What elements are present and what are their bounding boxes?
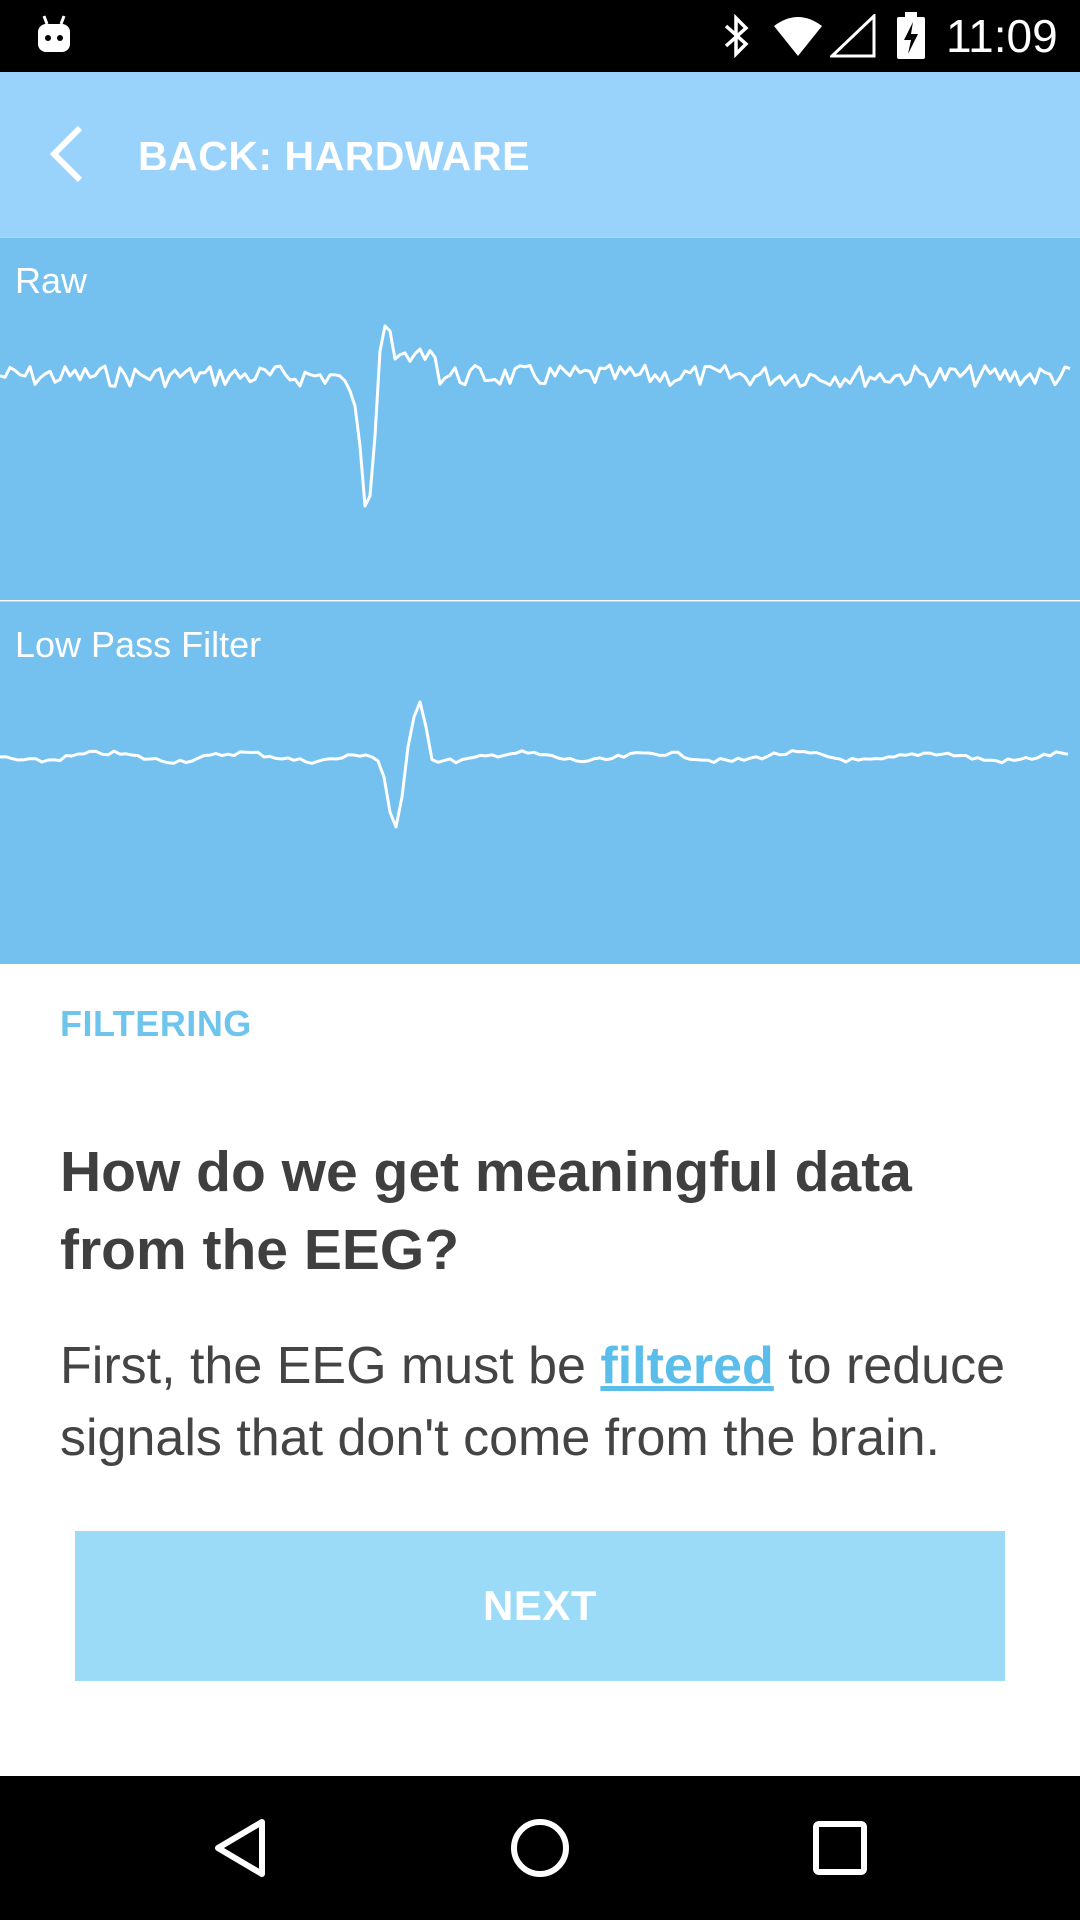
status-bar: 11:09 [0,0,1080,72]
body-text-end: to reduce signals that don't come from t… [60,1337,1006,1467]
raw-signal-plot: Raw [0,237,1080,600]
question-heading: How do we get meaningful data from the E… [60,1140,912,1282]
back-label: BACK: HARDWARE [138,133,530,179]
body-text: First, the EEG must be filtered to reduc… [60,1330,1040,1474]
wifi-icon [774,17,822,56]
recents-square-icon[interactable] [800,1808,880,1888]
low-pass-plot-title: Low Pass Filter [15,624,262,665]
chevron-left-icon [49,125,83,183]
body-text-start: First, the EEG must be [60,1337,601,1395]
signal-icon [830,14,876,58]
home-circle-icon[interactable] [500,1808,580,1888]
back-triangle-icon[interactable] [200,1808,280,1888]
battery-charging-icon [897,12,925,59]
section-label: FILTERING [60,1003,252,1044]
raw-plot-title: Raw [15,260,88,301]
back-button[interactable]: BACK: HARDWARE [0,72,560,237]
app-bar: BACK: HARDWARE [0,72,1080,237]
low-pass-filter-plot: Low Pass Filter [0,601,1080,964]
navigation-bar [0,1776,1080,1920]
low-pass-waveform [0,700,1069,829]
clock: 11:09 [946,10,1058,62]
raw-waveform [0,324,1071,508]
next-button[interactable]: NEXT [75,1531,1005,1681]
filtered-link[interactable]: filtered [600,1337,774,1395]
bluetooth-icon [724,14,749,58]
android-debug-icon [38,15,70,52]
